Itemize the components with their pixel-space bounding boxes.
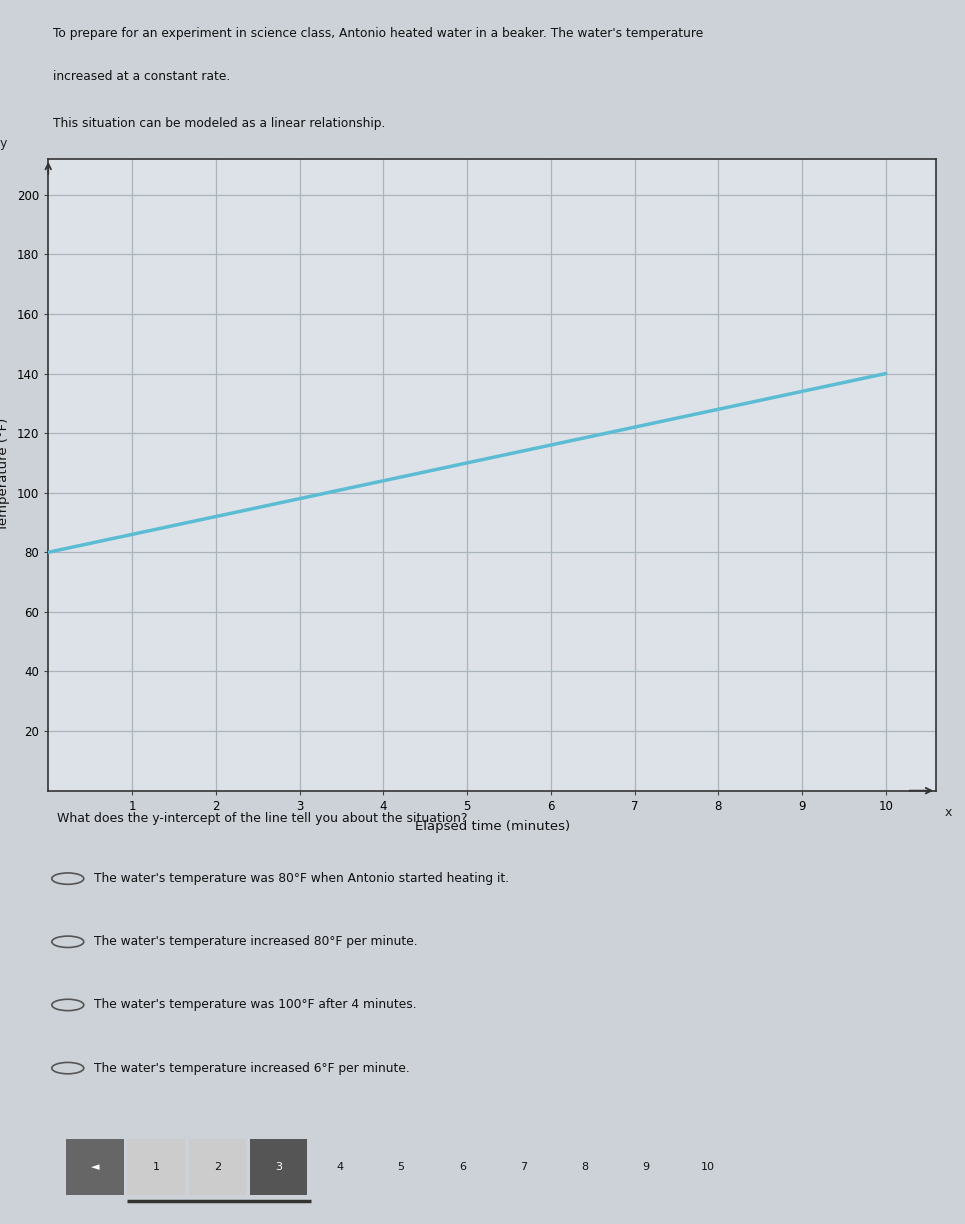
Text: 1: 1 <box>152 1162 159 1171</box>
Text: 6: 6 <box>459 1162 466 1171</box>
FancyBboxPatch shape <box>250 1138 308 1195</box>
Text: 4: 4 <box>337 1162 344 1171</box>
Text: The water's temperature increased 6°F per minute.: The water's temperature increased 6°F pe… <box>95 1061 410 1075</box>
Text: increased at a constant rate.: increased at a constant rate. <box>53 70 230 82</box>
FancyBboxPatch shape <box>66 1138 124 1195</box>
FancyBboxPatch shape <box>678 1138 736 1195</box>
FancyBboxPatch shape <box>311 1138 369 1195</box>
Text: The water's temperature was 80°F when Antonio started heating it.: The water's temperature was 80°F when An… <box>95 873 510 885</box>
Text: This situation can be modeled as a linear relationship.: This situation can be modeled as a linea… <box>53 118 385 130</box>
Text: 2: 2 <box>214 1162 221 1171</box>
FancyBboxPatch shape <box>495 1138 553 1195</box>
FancyBboxPatch shape <box>618 1138 676 1195</box>
FancyBboxPatch shape <box>556 1138 614 1195</box>
Text: ◄: ◄ <box>91 1162 99 1171</box>
FancyBboxPatch shape <box>127 1138 185 1195</box>
Text: 9: 9 <box>643 1162 649 1171</box>
Text: 3: 3 <box>275 1162 282 1171</box>
Text: x: x <box>945 807 952 819</box>
Text: The water's temperature was 100°F after 4 minutes.: The water's temperature was 100°F after … <box>95 999 417 1011</box>
FancyBboxPatch shape <box>433 1138 491 1195</box>
Y-axis label: Temperature (°F): Temperature (°F) <box>0 419 10 531</box>
Text: To prepare for an experiment in science class, Antonio heated water in a beaker.: To prepare for an experiment in science … <box>53 27 703 40</box>
Text: 7: 7 <box>520 1162 527 1171</box>
FancyBboxPatch shape <box>372 1138 430 1195</box>
Text: What does the y-intercept of the line tell you about the situation?: What does the y-intercept of the line te… <box>57 813 468 825</box>
FancyBboxPatch shape <box>188 1138 246 1195</box>
Text: 5: 5 <box>398 1162 404 1171</box>
X-axis label: Elapsed time (minutes): Elapsed time (minutes) <box>415 820 569 832</box>
Text: 10: 10 <box>701 1162 714 1171</box>
Text: y: y <box>0 137 7 149</box>
Text: 8: 8 <box>581 1162 589 1171</box>
Text: The water's temperature increased 80°F per minute.: The water's temperature increased 80°F p… <box>95 935 418 949</box>
